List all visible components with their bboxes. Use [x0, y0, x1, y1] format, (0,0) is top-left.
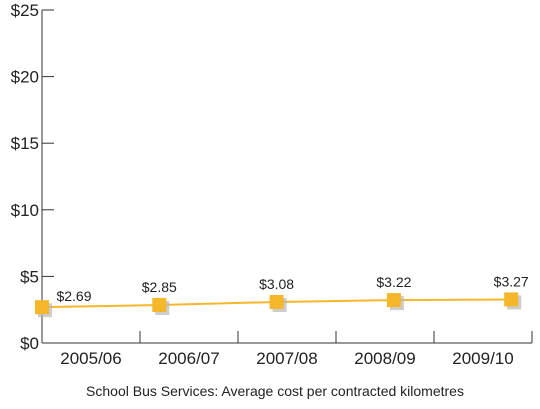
x-tick-label: 2008/09	[354, 349, 415, 368]
y-tick-label: $10	[11, 201, 39, 220]
x-tick-label: 2006/07	[158, 349, 219, 368]
data-point-marker	[504, 292, 519, 307]
data-point-marker	[386, 293, 401, 308]
data-point-marker	[152, 298, 167, 313]
data-label: $2.85	[142, 279, 177, 295]
data-label: $3.22	[376, 274, 411, 290]
data-point-marker	[35, 300, 49, 315]
x-tick-label: 2007/08	[256, 349, 317, 368]
y-axis: $0 $5 $10 $15 $20 $25	[11, 1, 54, 353]
data-label: $2.69	[56, 288, 91, 304]
x-axis: 2005/06 2006/07 2007/08 2008/09 2009/10	[41, 331, 533, 368]
data-label: $3.27	[494, 273, 529, 289]
x-axis-label: School Bus Services: Average cost per co…	[86, 383, 464, 399]
y-tick-label: $20	[11, 68, 39, 87]
y-tick-label: $25	[11, 1, 39, 20]
x-tick-label: 2009/10	[452, 349, 513, 368]
data-labels: $2.69 $2.85 $3.08 $3.22 $3.27	[56, 273, 528, 304]
x-tick-label: 2005/06	[60, 349, 121, 368]
y-tick-label: $0	[20, 334, 39, 353]
y-tick-label: $15	[11, 134, 39, 153]
series	[35, 292, 522, 318]
data-point-marker	[269, 294, 284, 309]
data-label: $3.08	[259, 276, 294, 292]
y-tick-label: $5	[20, 267, 39, 286]
